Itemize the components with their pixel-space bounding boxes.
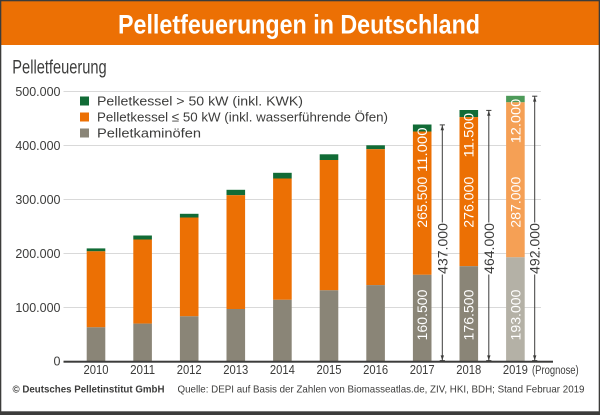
svg-text:12.000: 12.000 [508,99,523,144]
svg-text:2016: 2016 [363,363,388,377]
svg-text:Pelletkaminöfen: Pelletkaminöfen [97,126,201,141]
svg-text:500.000: 500.000 [15,85,60,99]
svg-text:176.500: 176.500 [462,290,477,341]
svg-text:Pelletkessel > 50 kW (inkl. KW: Pelletkessel > 50 kW (inkl. KWK) [97,94,303,109]
svg-text:© Deutsches Pelletinstitut Gmb: © Deutsches Pelletinstitut GmbH [13,384,165,396]
svg-text:437.000: 437.000 [435,223,450,274]
svg-text:287.000: 287.000 [508,177,523,228]
svg-text:11.500: 11.500 [462,113,477,158]
svg-text:Pelletkessel ≤ 50 kW (inkl. wa: Pelletkessel ≤ 50 kW (inkl. wasserführen… [97,110,388,125]
svg-text:400.000: 400.000 [15,139,60,153]
svg-text:276.000: 276.000 [462,177,477,228]
svg-text:193.000: 193.000 [508,290,523,341]
svg-text:100.000: 100.000 [15,301,60,315]
svg-text:2019: 2019 [503,363,528,377]
svg-text:492.000: 492.000 [528,223,543,274]
svg-text:11.000: 11.000 [415,128,430,173]
svg-text:2013: 2013 [223,363,248,377]
svg-text:200.000: 200.000 [15,247,60,261]
svg-text:Pelletfeuerungen in Deutschlan: Pelletfeuerungen in Deutschland [118,9,480,39]
svg-text:265.500: 265.500 [415,177,430,228]
svg-text:160.500: 160.500 [415,290,430,341]
svg-text:0: 0 [54,355,61,369]
svg-text:Pelletfeuerung: Pelletfeuerung [12,57,106,78]
svg-text:(Prognose): (Prognose) [532,365,579,377]
svg-text:464.000: 464.000 [482,223,497,274]
svg-text:2011: 2011 [130,363,155,377]
svg-text:2017: 2017 [410,363,435,377]
svg-text:2010: 2010 [84,363,109,377]
svg-text:Quelle: DEPI auf Basis der Zah: Quelle: DEPI auf Basis der Zahlen von Bi… [178,384,585,396]
svg-text:2015: 2015 [317,363,342,377]
svg-text:2018: 2018 [456,363,481,377]
svg-text:2014: 2014 [270,363,295,377]
svg-text:2012: 2012 [177,363,202,377]
svg-text:300.000: 300.000 [15,193,60,207]
